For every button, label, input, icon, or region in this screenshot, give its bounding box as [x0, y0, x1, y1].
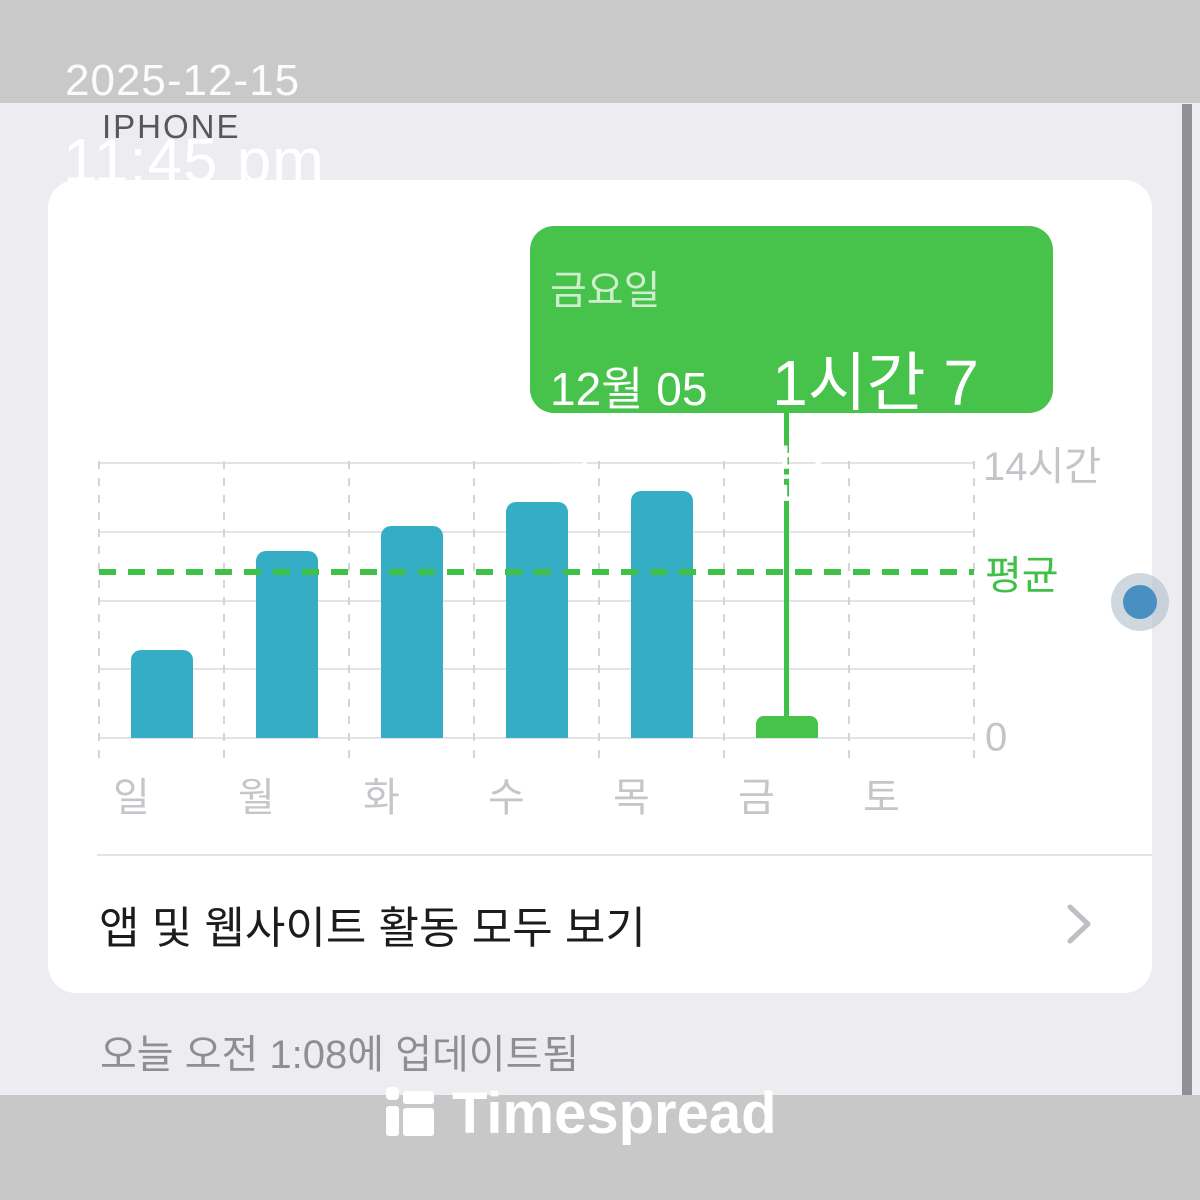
v-gridline: [223, 461, 225, 766]
chart-bar-목[interactable]: [630, 490, 693, 738]
tooltip-duration: 1시간 7분: [772, 347, 979, 511]
x-axis-label-금: 금: [738, 776, 775, 820]
chart-tooltip: 금요일 12월 05일 1시간 7분: [530, 226, 1053, 511]
y-axis-min-label: 0: [985, 715, 1008, 760]
chart-bar-일[interactable]: [130, 649, 193, 738]
x-axis-label-화: 화: [363, 776, 400, 820]
v-gridline: [973, 461, 975, 766]
timespread-logo-icon: [386, 1086, 434, 1142]
see-all-activity-label: 앱 및 웹사이트 활동 모두 보기: [99, 903, 646, 953]
y-axis-max-label: 14시간: [983, 445, 1102, 489]
x-axis-label-목: 목: [613, 776, 650, 820]
x-axis-label-수: 수: [488, 776, 525, 820]
chevron-right-icon: [1067, 904, 1091, 943]
last-updated-text: 오늘 오전 1:08에 업데이트됨: [100, 1033, 580, 1077]
v-gridline: [848, 461, 850, 766]
v-gridline: [348, 461, 350, 766]
annotation-dot-core: [1123, 585, 1157, 619]
h-gridline: [99, 737, 974, 739]
average-label: 평균: [985, 554, 1059, 598]
v-gridline: [98, 461, 100, 766]
chart-bar-월[interactable]: [255, 551, 318, 738]
chart-bar-수[interactable]: [505, 502, 568, 738]
annotation-dot: [1111, 573, 1169, 631]
average-line: [99, 569, 974, 576]
v-gridline: [473, 461, 475, 766]
watermark-brand: Timespread: [452, 1081, 777, 1146]
tooltip-date: 12월 05일: [550, 363, 708, 481]
screen-time-card: 금요일 12월 05일 1시간 7분 일 월 화 수 목 금 토 14시간 평균 0 앱 및…: [48, 180, 1152, 993]
tooltip-pointer-line: [784, 413, 789, 716]
bottom-band: [0, 1095, 1200, 1200]
top-band: [0, 0, 1200, 103]
tooltip-day: 금요일: [550, 269, 661, 313]
bar-chart: [98, 461, 975, 766]
divider: [97, 854, 1152, 856]
v-gridline: [723, 461, 725, 766]
scrollbar[interactable]: [1182, 104, 1192, 1095]
chart-bar-금[interactable]: [755, 716, 818, 738]
h-gridline: [99, 462, 974, 464]
overlay-date: 2025-12-15: [65, 56, 301, 105]
v-gridline: [598, 461, 600, 766]
watermark: Timespread: [386, 1080, 777, 1147]
x-axis-label-월: 월: [238, 776, 275, 820]
x-axis-label-일: 일: [113, 776, 150, 820]
overlay-device-label: IPHONE: [102, 108, 241, 145]
see-all-activity-row[interactable]: 앱 및 웹사이트 활동 모두 보기: [48, 854, 1152, 993]
x-axis-label-토: 토: [863, 776, 900, 820]
chart-bar-화[interactable]: [380, 525, 443, 738]
